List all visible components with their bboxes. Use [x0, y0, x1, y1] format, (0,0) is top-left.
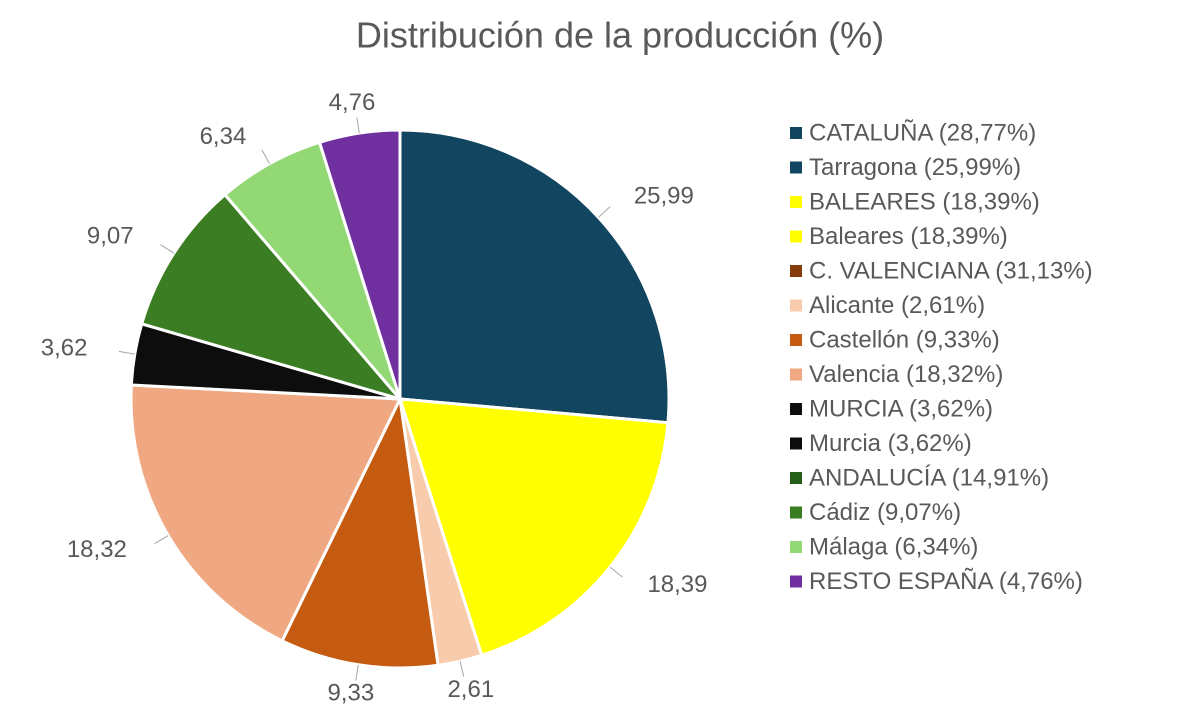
data-label: 6,34: [200, 123, 247, 150]
legend-label: BALEARES (18,39%): [809, 188, 1040, 215]
chart-title: Distribución de la producción (%): [356, 15, 884, 56]
pie-slice: [129, 383, 403, 643]
legend-swatch: [790, 161, 802, 174]
legend-swatch: [790, 299, 802, 312]
data-label: 4,76: [329, 89, 376, 116]
leader-line: [356, 117, 360, 134]
legend-label: C. VALENCIANA (31,13%): [809, 257, 1093, 284]
legend-label: Baleares (18,39%): [809, 223, 1008, 250]
data-label: 25,99: [634, 182, 694, 209]
data-label: 18,32: [67, 536, 127, 563]
data-label: 2,61: [447, 676, 494, 703]
legend-swatch: [790, 127, 802, 139]
legend-swatch: [790, 541, 802, 553]
legend-swatch: [790, 506, 802, 519]
data-label: 18,39: [647, 571, 707, 598]
leader-line: [154, 535, 169, 545]
data-label: 3,62: [41, 334, 88, 361]
leader-line: [261, 149, 271, 164]
legend-label: RESTO ESPAÑA (4,76%): [809, 568, 1083, 595]
legend-label: Cádiz (9,07%): [809, 499, 961, 526]
leader-line: [160, 244, 175, 254]
pie-slice: [280, 393, 440, 670]
leader-line: [118, 350, 135, 355]
legend-label: CATALUÑA (28,77%): [809, 119, 1036, 146]
pie-slice: [397, 397, 670, 658]
leader-line: [598, 206, 611, 218]
legend-label: Castellón (9,33%): [809, 326, 1000, 353]
legend-swatch: [790, 403, 802, 415]
legend-swatch: [790, 575, 802, 588]
leader-line: [459, 661, 465, 677]
legend-swatch: [790, 334, 802, 346]
legend-swatch: [790, 437, 802, 450]
data-label: 9,33: [327, 680, 374, 707]
legend-swatch: [790, 196, 802, 208]
legend-swatch: [790, 368, 802, 381]
pie-slice: [398, 128, 671, 425]
legend-label: MURCIA (3,62%): [809, 395, 993, 422]
legend-label: Málaga (6,34%): [809, 533, 978, 560]
data-label: 9,07: [87, 222, 134, 249]
legend-swatch: [790, 472, 802, 484]
legend-label: Tarragona (25,99%): [809, 154, 1021, 181]
leader-line: [609, 566, 623, 578]
leader-line: [355, 664, 359, 681]
legend-swatch: [790, 265, 802, 277]
legend-label: ANDALUCÍA (14,91%): [809, 464, 1049, 491]
legend-label: Murcia (3,62%): [809, 430, 972, 457]
legend-label: Valencia (18,32%): [809, 361, 1003, 388]
legend-label: Alicante (2,61%): [809, 292, 985, 319]
legend-swatch: [790, 230, 802, 243]
